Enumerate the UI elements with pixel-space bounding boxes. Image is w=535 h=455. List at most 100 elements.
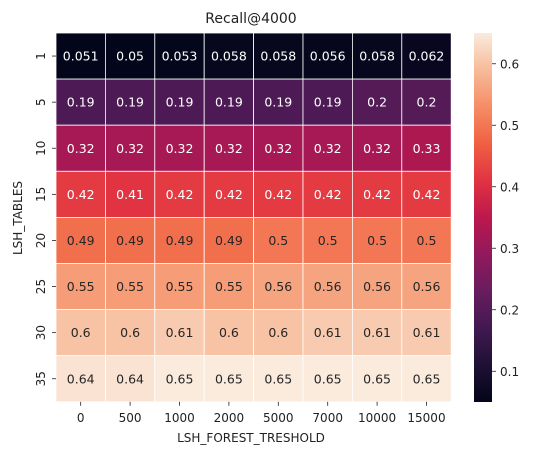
cell-value-label: 0.32 [116, 141, 144, 156]
x-axis-label: LSH_FOREST_TRESHOLD [177, 431, 325, 445]
heatmap-cell [154, 355, 205, 403]
cell-value-label: 0.6 [120, 325, 140, 340]
heatmap-cell [154, 263, 205, 310]
cell-value-labels: 0.051 0.05 0.053 0.058 0.058 0.056 0.058 0.062 0… [63, 49, 445, 387]
cell-value-label: 0.6 [268, 325, 288, 340]
y-tick-label: 15 [34, 187, 48, 202]
cell-value-label: 0.5 [318, 233, 338, 248]
cell-value-label: 0.5 [417, 233, 437, 248]
cell-value-label: 0.32 [215, 141, 243, 156]
x-tick-label: 1000 [164, 411, 195, 425]
heatmap-cell [401, 32, 452, 80]
heatmap-cell [253, 216, 304, 264]
heatmap-cell [351, 170, 403, 218]
cell-value-label: 0.49 [67, 233, 95, 248]
heatmap-cell [105, 309, 156, 357]
heatmap-cell [105, 78, 156, 126]
x-tick-label: 5000 [263, 411, 294, 425]
cell-value-label: 0.056 [310, 49, 346, 64]
cell-value-label: 0.062 [409, 49, 445, 64]
cell-value-label: 0.42 [264, 187, 292, 202]
cell-value-label: 0.6 [71, 325, 91, 340]
colorbar-tick-label: 0.2 [500, 303, 519, 317]
cell-value-label: 0.058 [211, 49, 247, 64]
cell-value-label: 0.65 [363, 371, 391, 386]
y-axis-label: LSH_TABLES [11, 181, 25, 255]
colorbar [474, 33, 492, 402]
cell-value-label: 0.32 [314, 141, 342, 156]
y-tick-label: 25 [34, 279, 48, 294]
cell-value-label: 0.058 [260, 49, 296, 64]
x-axis-ticks: 0 500 1000 2000 5000 7000 10000 15000 [77, 401, 446, 425]
heatmap-cell [351, 309, 403, 357]
cell-value-label: 0.19 [166, 95, 194, 110]
colorbar-tick-label: 0.6 [500, 57, 519, 71]
cell-value-label: 0.65 [413, 371, 441, 386]
cell-value-label: 0.19 [264, 95, 292, 110]
heatmap-cell [105, 124, 156, 172]
cell-value-label: 0.55 [166, 279, 194, 294]
heatmap-cell [253, 263, 304, 310]
x-tick-label: 2000 [214, 411, 245, 425]
cell-value-label: 0.19 [116, 95, 144, 110]
heatmap-cell [203, 216, 254, 264]
cell-value-label: 0.19 [67, 95, 95, 110]
heatmap-cell [401, 216, 452, 264]
cell-value-label: 0.05 [116, 49, 144, 64]
cell-value-label: 0.55 [116, 279, 144, 294]
heatmap-cell [253, 124, 304, 172]
heatmap-cell [351, 263, 403, 310]
heatmap-cell [351, 124, 403, 172]
cell-value-label: 0.55 [215, 279, 243, 294]
cell-value-label: 0.6 [219, 325, 239, 340]
cell-value-label: 0.5 [367, 233, 387, 248]
cell-value-label: 0.32 [363, 141, 391, 156]
y-tick-label: 20 [34, 233, 48, 248]
heatmap-cell [401, 124, 452, 172]
colorbar-tick-label: 0.1 [500, 365, 519, 379]
cell-value-label: 0.41 [116, 187, 144, 202]
heatmap-cell [302, 263, 353, 310]
heatmap-cell [154, 124, 205, 172]
heatmap-cell [253, 355, 304, 403]
cell-value-label: 0.65 [215, 371, 243, 386]
cell-value-label: 0.49 [116, 233, 144, 248]
cell-value-label: 0.61 [166, 325, 194, 340]
cell-value-label: 0.56 [314, 279, 342, 294]
cell-value-label: 0.64 [67, 371, 95, 386]
cell-value-label: 0.42 [363, 187, 391, 202]
cell-value-label: 0.2 [367, 95, 387, 110]
heatmap-cell [154, 32, 205, 80]
heatmap-cell [154, 170, 205, 218]
cell-value-label: 0.32 [166, 141, 194, 156]
cell-value-label: 0.65 [166, 371, 194, 386]
x-tick-label: 0 [77, 411, 85, 425]
x-tick-label: 10000 [358, 411, 396, 425]
cell-value-label: 0.32 [67, 141, 95, 156]
cell-value-label: 0.49 [166, 233, 194, 248]
heatmap-cells [55, 32, 452, 403]
colorbar-tick-label: 0.4 [500, 180, 519, 194]
heatmap-cell [203, 170, 254, 218]
heatmap-cell [401, 355, 452, 403]
cell-value-label: 0.65 [314, 371, 342, 386]
heatmap-cell [105, 32, 156, 80]
heatmap-cell [154, 309, 205, 357]
heatmap-cell [401, 263, 452, 310]
heatmap-cell [302, 78, 353, 126]
heatmap-cell [351, 216, 403, 264]
cell-value-label: 0.56 [264, 279, 292, 294]
x-tick-label: 500 [119, 411, 142, 425]
heatmap-cell [253, 309, 304, 357]
cell-value-label: 0.61 [413, 325, 441, 340]
cell-value-label: 0.55 [67, 279, 95, 294]
y-tick-label: 10 [34, 141, 48, 156]
heatmap-cell [55, 309, 106, 357]
cell-value-label: 0.42 [67, 187, 95, 202]
cell-value-label: 0.32 [264, 141, 292, 156]
y-tick-label: 5 [34, 98, 48, 106]
cell-value-label: 0.5 [268, 233, 288, 248]
colorbar-ticks: 0.1 0.2 0.3 0.4 0.5 0.6 [492, 57, 519, 379]
